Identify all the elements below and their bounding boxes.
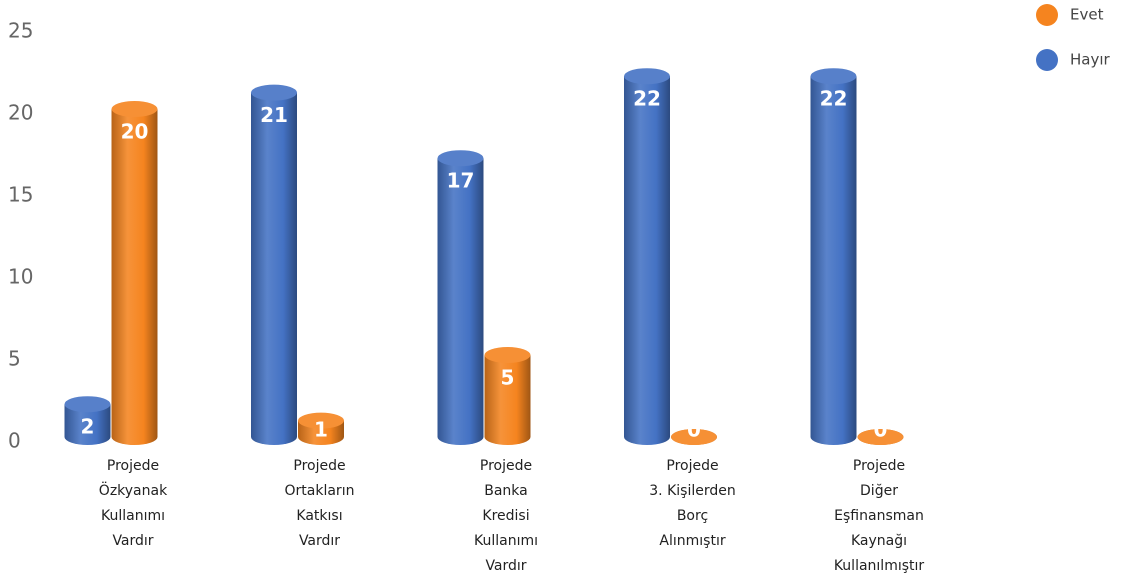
bar-top — [64, 396, 111, 413]
x-tick-label: Projede Diğer Eşfinansman Kaynağı Kullanılmı… — [834, 458, 925, 574]
bar — [251, 92, 297, 437]
bar — [810, 76, 857, 437]
value-label: 0 — [687, 418, 701, 442]
value-label: 17 — [447, 169, 475, 193]
y-tick-label: 15 — [8, 183, 33, 207]
x-tick-label: Projede Ortakların Katkısı Vardır — [285, 458, 355, 549]
legend-swatch — [1036, 4, 1058, 26]
value-label: 22 — [633, 87, 661, 111]
value-label: 0 — [874, 418, 888, 442]
bar-top — [857, 429, 904, 445]
y-tick-label: 5 — [8, 347, 21, 371]
bar — [111, 109, 158, 437]
y-tick-label: 10 — [8, 265, 33, 289]
bar-top — [298, 412, 344, 429]
legend-swatch — [1036, 49, 1058, 71]
bar-top — [437, 150, 484, 167]
bar-top — [810, 68, 857, 85]
legend-label: Hayır — [1070, 51, 1111, 69]
value-label: 22 — [820, 87, 848, 111]
y-tick-label: 20 — [8, 101, 33, 125]
bar-top — [111, 101, 158, 117]
y-tick-label: 0 — [8, 429, 21, 453]
value-label: 2 — [81, 415, 95, 439]
value-label: 21 — [260, 103, 288, 127]
legend-label: Evet — [1070, 6, 1104, 24]
value-label: 1 — [314, 418, 328, 442]
bar — [624, 76, 670, 437]
x-tick-label: Projede 3. Kişilerden Borç Alınmıştır — [649, 458, 735, 549]
bar-top — [251, 84, 297, 101]
value-label: 5 — [501, 366, 515, 390]
y-tick-label: 25 — [8, 19, 33, 43]
value-label: 20 — [121, 120, 149, 144]
bar-top — [624, 68, 670, 85]
bar-top — [484, 347, 531, 363]
x-tick-label: Projede Banka Kredisi Kullanımı Vardır — [474, 458, 538, 574]
bar — [437, 158, 484, 437]
bar-top — [671, 429, 717, 445]
x-tick-label: Projede Özkyanak Kullanımı Vardır — [99, 458, 168, 549]
bar — [484, 355, 531, 437]
